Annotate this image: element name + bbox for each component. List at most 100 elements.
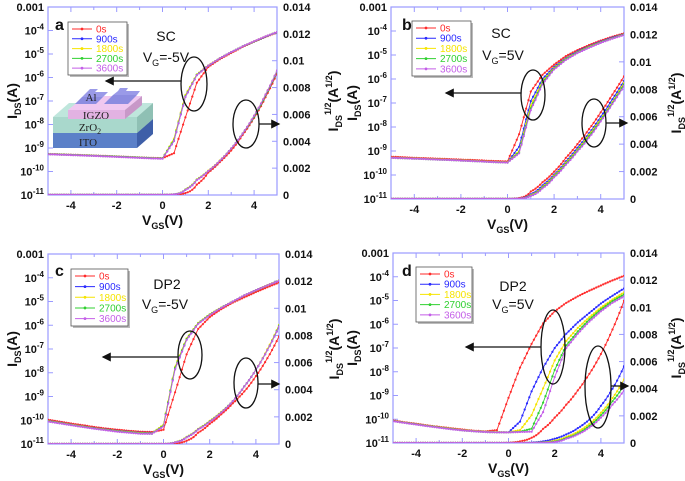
sqrt-data-point	[271, 340, 274, 343]
log-data-point	[536, 80, 539, 83]
material-label: DP2	[499, 278, 526, 294]
y-right-tick-label: 0.006	[283, 109, 311, 121]
log-data-point	[237, 47, 240, 50]
log-data-point	[250, 291, 253, 294]
sqrt-data-point	[464, 197, 467, 199]
log-data-point	[565, 346, 568, 350]
log-data-point	[51, 421, 54, 424]
tick-exponent: -10	[32, 164, 44, 173]
y-right-tick-label: 0.004	[630, 384, 658, 396]
log-data-point	[179, 113, 182, 116]
curves	[391, 32, 624, 199]
sqrt-data-point	[590, 416, 593, 419]
log-data-point	[428, 425, 432, 428]
sqrt-data-point	[113, 193, 116, 195]
sqrt-data-point	[231, 402, 234, 405]
x-axis-title: VGS(V)	[487, 216, 528, 235]
sqrt-data-point	[192, 436, 195, 439]
log-data-point	[63, 423, 66, 426]
log-data-point	[456, 428, 459, 431]
log-data-point	[585, 320, 589, 323]
sqrt-data-point	[422, 197, 425, 199]
sqrt-data-point	[206, 424, 209, 428]
log-data-point	[58, 153, 61, 156]
log-data-point	[567, 53, 570, 57]
y-left-axis-title: IDS(A)	[344, 330, 363, 366]
log-data-point	[618, 35, 621, 38]
legend-marker	[80, 27, 84, 31]
sqrt-data-point	[174, 441, 177, 444]
log-data-point	[529, 109, 532, 112]
highlight-ellipse-left-axis	[540, 309, 566, 385]
log-data-point	[143, 157, 146, 160]
log-data-point	[606, 303, 609, 306]
log-data-point	[179, 130, 182, 133]
x-tick-label: 2	[205, 200, 211, 212]
log-data-point	[567, 330, 570, 333]
log-data-point	[486, 431, 489, 434]
log-data-point	[174, 391, 177, 394]
sqrt-data-point	[106, 193, 109, 195]
sqrt-data-point	[197, 431, 200, 434]
inset-label-zro2: ZrO2	[79, 122, 101, 136]
log-data-point	[172, 139, 176, 142]
y-right-title-rest: (A	[668, 90, 684, 105]
sqrt-data-point	[231, 400, 234, 403]
log-data-point	[230, 51, 233, 54]
sqrt-data-point	[576, 150, 579, 153]
y-left-axis-title: IDS(A)	[344, 85, 363, 121]
log-data-point	[194, 325, 197, 329]
sqrt-data-point	[492, 197, 495, 199]
y-right-tick-label: 0.002	[283, 163, 311, 175]
log-data-point	[592, 312, 596, 315]
sqrt-data-point	[74, 442, 77, 444]
log-data-point	[115, 155, 118, 158]
log-data-point	[532, 426, 536, 429]
sqrt-data-point	[124, 193, 127, 195]
log-data-point	[459, 159, 462, 162]
sqrt-data-point	[250, 381, 253, 384]
sqrt-data-point	[412, 441, 415, 443]
y-right-tick-label: 0	[630, 194, 636, 206]
legend-marker	[428, 272, 432, 276]
sqrt-data-point	[534, 187, 537, 190]
log-data-point	[116, 430, 119, 433]
log-data-point	[218, 57, 221, 60]
log-data-point	[549, 315, 552, 318]
log-data-point	[514, 424, 517, 427]
sqrt-data-point	[569, 398, 573, 401]
log-data-point	[93, 427, 96, 430]
log-data-point	[502, 431, 505, 434]
log-data-point	[246, 43, 249, 46]
sqrt-data-point	[179, 191, 182, 194]
log-data-point	[198, 72, 201, 75]
log-data-point	[622, 274, 624, 277]
log-data-point	[606, 301, 609, 304]
log-data-point	[572, 332, 575, 335]
y-left-tick-label: 10-11	[364, 191, 388, 206]
sqrt-data-point	[200, 175, 203, 178]
sqrt-data-point	[175, 193, 178, 195]
sqrt-data-point	[254, 375, 257, 378]
log-data-point	[266, 286, 269, 289]
sqrt-data-point	[576, 146, 579, 149]
log-data-point	[588, 289, 591, 292]
log-data-point	[201, 319, 204, 322]
sqrt-data-point	[601, 112, 605, 115]
sqrt-data-point	[613, 383, 616, 386]
sqrt-data-point	[518, 441, 522, 443]
log-data-point	[176, 362, 179, 365]
y-right-tick-label: 0.004	[285, 385, 313, 397]
log-data-point	[518, 420, 522, 423]
sqrt-data-point	[560, 439, 563, 442]
log-data-point	[604, 306, 607, 309]
tick-base: 10	[25, 96, 37, 108]
sqrt-data-point	[521, 439, 524, 442]
log-data-point	[141, 432, 144, 435]
log-data-point	[613, 298, 616, 301]
sqrt-data-point	[224, 407, 227, 410]
log-data-point	[232, 49, 235, 53]
log-data-point	[613, 297, 616, 300]
sqrt-data-point	[486, 441, 489, 443]
y-right-tick-label: 0.004	[630, 139, 658, 151]
